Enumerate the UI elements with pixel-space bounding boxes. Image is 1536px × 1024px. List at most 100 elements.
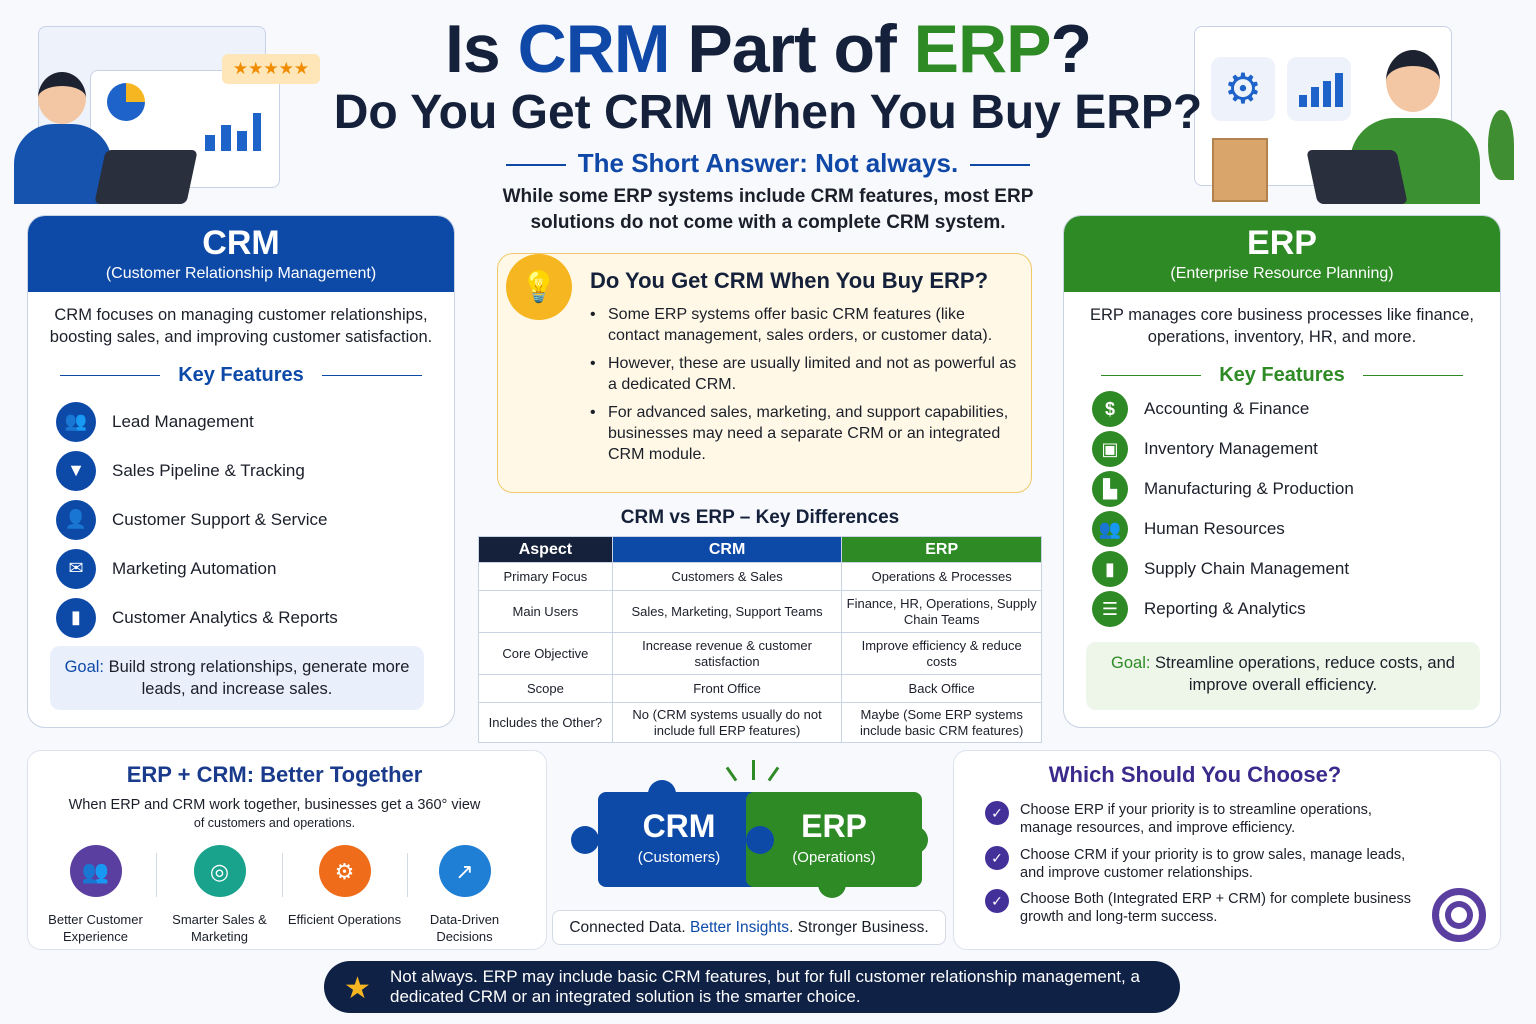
- crm-subtitle: (Customer Relationship Management): [105, 265, 377, 282]
- header-aspect: Aspect: [478, 536, 613, 563]
- list-item: Some ERP systems offer basic CRM feature…: [590, 304, 1020, 346]
- table-row: Scope Front Office Back Office: [478, 674, 1042, 703]
- short-answer: The Short Answer: Not always.: [0, 148, 1536, 179]
- puzzle-knob: [571, 826, 599, 854]
- gear-icon: ⚙: [1211, 57, 1275, 121]
- erp-feature-list: $ Accounting & Finance ▣ Inventory Managem…: [1064, 389, 1500, 629]
- table-header-row: Aspect CRM ERP: [478, 536, 1042, 563]
- bar-chart-icon: ▮: [56, 597, 96, 638]
- erp-key-features-heading: Key Features: [1064, 364, 1500, 387]
- erp-goal: Goal: Streamline operations, reduce cost…: [1086, 642, 1480, 710]
- question-box-bullets: Some ERP systems offer basic CRM feature…: [590, 304, 1020, 472]
- bar-chart-icon: ▮: [1092, 551, 1128, 587]
- erp-feature-item: ▣ Inventory Management: [1092, 429, 1500, 469]
- table-row: Includes the Other? No (CRM systems usua…: [478, 702, 1042, 743]
- man-avatar: [1386, 50, 1440, 112]
- comparison-title: CRM vs ERP – Key Differences: [620, 507, 900, 528]
- choose-item: Choose CRM if your priority is to grow s…: [1020, 847, 1406, 881]
- envelope-icon: ✉: [56, 548, 96, 589]
- factory-icon: ▙: [1092, 471, 1128, 507]
- crm-panel: CRM (Customer Relationship Management) C…: [27, 215, 455, 728]
- choose-panel: [953, 750, 1501, 950]
- rating-badge: ★★★★★: [222, 54, 320, 84]
- check-icon: ✓: [985, 889, 1009, 913]
- erp-feature-item: ▮ Supply Chain Management: [1092, 549, 1500, 589]
- crm-goal: Goal: Build strong relationships, genera…: [50, 646, 424, 710]
- table-row: Core Objective Increase revenue & custom…: [478, 632, 1042, 675]
- benefit-item: ◎ Smarter Sales & Marketing: [157, 845, 282, 945]
- table-row: Primary Focus Customers & Sales Operatio…: [478, 562, 1042, 591]
- star-icon: ★: [344, 972, 371, 1005]
- report-icon: ☰: [1092, 591, 1128, 627]
- divider: [156, 853, 157, 897]
- lightbulb-icon: 💡: [506, 254, 572, 320]
- erp-subtitle: (Enterprise Resource Planning): [1170, 265, 1394, 282]
- comparison-table: Aspect CRM ERP Primary Focus Customers &…: [478, 536, 1042, 743]
- crm-key-features-heading: Key Features: [28, 364, 454, 387]
- crm-title: CRM: [202, 224, 280, 262]
- crm-description: CRM focuses on managing customer relatio…: [49, 306, 433, 346]
- divider: [407, 853, 408, 897]
- erp-puzzle-piece: ERP (Operations): [746, 792, 922, 887]
- page-title: Is CRM Part of ERP?: [445, 11, 1092, 87]
- dollar-icon: $: [1092, 391, 1128, 427]
- target-icon: ◎: [193, 845, 246, 897]
- woman-avatar: [38, 72, 86, 124]
- benefit-item: 👥 Better Customer Experience: [33, 845, 158, 945]
- erp-panel-header: ERP (Enterprise Resource Planning): [1064, 216, 1500, 292]
- bar-chart-icon: [201, 107, 261, 151]
- crm-panel-header: CRM (Customer Relationship Management): [28, 216, 454, 292]
- bar-chart-icon: [1287, 57, 1351, 121]
- funnel-icon: ▼: [56, 450, 96, 491]
- users-icon: 👥: [56, 401, 96, 442]
- crm-feature-item: 👥 Lead Management: [56, 397, 454, 446]
- crm-feature-list: 👥 Lead Management ▼ Sales Pipeline & Track…: [28, 397, 454, 642]
- crm-puzzle-piece: CRM (Customers): [598, 792, 760, 887]
- crm-feature-item: ✉ Marketing Automation: [56, 544, 454, 593]
- title-erp: ERP: [913, 11, 1052, 87]
- woman-body: [14, 124, 112, 204]
- erp-panel: ERP (Enterprise Resource Planning) ERP m…: [1063, 215, 1501, 728]
- table-row: Main Users Sales, Marketing, Support Tea…: [478, 590, 1042, 633]
- summary-banner: ★ Not always. ERP may include basic CRM …: [324, 961, 1180, 1013]
- better-together-title: ERP + CRM: Better Together: [126, 762, 423, 787]
- check-icon: ✓: [985, 846, 1009, 870]
- pie-chart-icon: [107, 83, 145, 121]
- box-icon: ▣: [1092, 431, 1128, 467]
- intro-text: While some ERP systems include CRM featu…: [502, 186, 1034, 233]
- header-crm: CRM: [611, 536, 843, 563]
- list-item: For advanced sales, marketing, and suppo…: [590, 402, 1020, 465]
- person-icon: 👤: [56, 499, 96, 540]
- summary-text: Not always. ERP may include basic CRM fe…: [390, 967, 1140, 1006]
- benefit-item: ⚙ Efficient Operations: [282, 845, 407, 928]
- erp-title: ERP: [1247, 224, 1317, 262]
- erp-description: ERP manages core business processes like…: [1090, 306, 1474, 346]
- users-icon: 👥: [69, 845, 122, 897]
- puzzle-knob: [746, 826, 774, 854]
- choose-item: Choose ERP if your priority is to stream…: [1020, 802, 1372, 836]
- title-crm: CRM: [517, 11, 671, 87]
- divider: [282, 853, 283, 897]
- header-erp: ERP: [841, 536, 1042, 563]
- question-box-title: Do You Get CRM When You Buy ERP?: [590, 268, 989, 293]
- connected-tagline: Connected Data. Better Insights. Stronge…: [552, 910, 946, 945]
- crm-illustration: ★★★★★: [0, 0, 330, 205]
- target-icon: [1432, 888, 1486, 942]
- erp-illustration: ⚙: [1190, 0, 1536, 205]
- spark-lines: [724, 760, 784, 784]
- users-icon: 👥: [1092, 511, 1128, 547]
- gear-icon: ⚙: [318, 845, 371, 897]
- rating-stars: ★★★★★: [232, 59, 310, 78]
- crm-feature-item: ▮ Customer Analytics & Reports: [56, 593, 454, 642]
- choose-item: Choose Both (Integrated ERP + CRM) for c…: [1020, 891, 1412, 925]
- erp-feature-item: 👥 Human Resources: [1092, 509, 1500, 549]
- erp-feature-item: ☰ Reporting & Analytics: [1092, 589, 1500, 629]
- chart-up-icon: ↗: [438, 845, 491, 897]
- choose-title: Which Should You Choose?: [1048, 762, 1342, 787]
- better-together-line2: of customers and operations.: [193, 816, 356, 830]
- crm-feature-item: ▼ Sales Pipeline & Tracking: [56, 446, 454, 495]
- plant-icon: [1488, 110, 1514, 180]
- check-icon: ✓: [985, 801, 1009, 825]
- erp-feature-item: $ Accounting & Finance: [1092, 389, 1500, 429]
- list-item: However, these are usually limited and n…: [590, 353, 1020, 395]
